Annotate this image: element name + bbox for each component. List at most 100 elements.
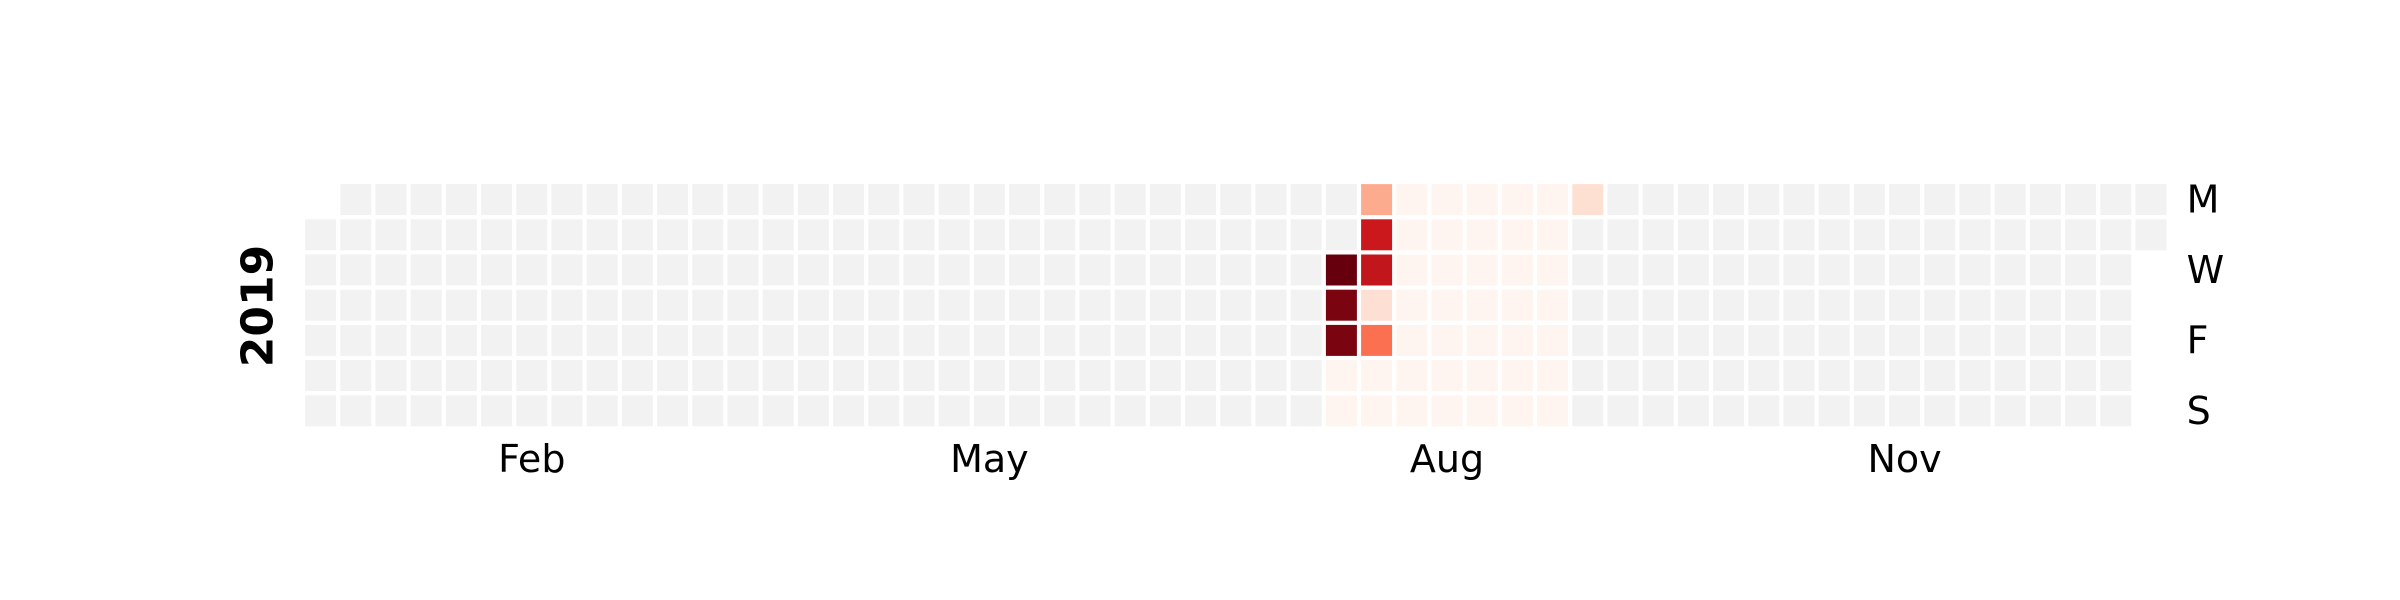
day-cell (1642, 289, 1674, 321)
day-cell (1642, 184, 1674, 216)
day-cell (868, 219, 900, 251)
day-cell (1255, 360, 1287, 392)
day-cell (1466, 184, 1498, 216)
day-cell (1396, 289, 1428, 321)
day-cell (305, 360, 337, 392)
day-cell (903, 254, 935, 286)
day-cell (1325, 360, 1357, 392)
day-cell (1290, 360, 1322, 392)
day-cell (727, 254, 759, 286)
day-cell (410, 219, 442, 251)
day-cell (2065, 219, 2097, 251)
day-cell (938, 219, 970, 251)
day-cell (1361, 219, 1393, 251)
day-cell (1431, 395, 1463, 427)
day-cell (903, 219, 935, 251)
day-cell (1818, 184, 1850, 216)
day-cell (410, 360, 442, 392)
day-cell (1009, 219, 1041, 251)
day-cell (551, 324, 583, 356)
day-cell (1290, 219, 1322, 251)
day-cell (797, 395, 829, 427)
day-cell (516, 254, 548, 286)
day-cell (1994, 289, 2026, 321)
day-cell (2029, 324, 2061, 356)
day-cell (1114, 395, 1146, 427)
day-cell (1220, 184, 1252, 216)
day-cell (903, 289, 935, 321)
day-cell (340, 324, 372, 356)
day-cell (1079, 184, 1111, 216)
day-cell (1818, 324, 1850, 356)
day-cell (586, 184, 618, 216)
day-cell (692, 395, 724, 427)
day-cell (445, 360, 477, 392)
day-cell (762, 324, 794, 356)
day-cell (692, 219, 724, 251)
day-cell (375, 360, 407, 392)
day-cell (1149, 184, 1181, 216)
day-cell (1853, 219, 1885, 251)
month-label-nov: Nov (1868, 437, 1942, 481)
day-cell (551, 289, 583, 321)
month-label-feb: Feb (498, 437, 565, 481)
day-cell (727, 360, 759, 392)
day-cell (1607, 289, 1639, 321)
day-cell (1149, 289, 1181, 321)
day-cell (340, 360, 372, 392)
day-cell (1713, 219, 1745, 251)
day-cell (410, 289, 442, 321)
day-cell (1889, 395, 1921, 427)
day-cell (1889, 254, 1921, 286)
day-cell (1044, 289, 1076, 321)
day-cell (1009, 395, 1041, 427)
day-cell (2065, 289, 2097, 321)
day-cell (1220, 254, 1252, 286)
day-cell (868, 289, 900, 321)
day-cell (1009, 289, 1041, 321)
day-cell (2065, 184, 2097, 216)
weekday-label-f: F (2187, 318, 2209, 362)
day-cell (1220, 289, 1252, 321)
day-cell (340, 184, 372, 216)
day-cell (1009, 324, 1041, 356)
day-cell (727, 219, 759, 251)
day-cell (551, 254, 583, 286)
day-cell (1325, 289, 1357, 321)
day-cell (1185, 184, 1217, 216)
day-cell (1572, 184, 1604, 216)
day-cell (692, 254, 724, 286)
day-cell (1114, 360, 1146, 392)
day-cell (1607, 395, 1639, 427)
day-cell (868, 395, 900, 427)
day-cell (1466, 219, 1498, 251)
day-cell (551, 395, 583, 427)
day-cell (938, 289, 970, 321)
day-cell (2100, 395, 2132, 427)
day-cell (586, 324, 618, 356)
weekday-label-m: M (2187, 178, 2220, 222)
day-cell (1994, 184, 2026, 216)
day-cell (657, 289, 689, 321)
day-cell (1466, 289, 1498, 321)
day-cell (1431, 324, 1463, 356)
day-cell (903, 184, 935, 216)
day-cell (762, 184, 794, 216)
day-cell (762, 360, 794, 392)
day-cell (2100, 289, 2132, 321)
day-cell (1009, 184, 1041, 216)
day-cell (1607, 360, 1639, 392)
day-cell (2029, 219, 2061, 251)
day-cell (1818, 254, 1850, 286)
day-cell (1748, 289, 1780, 321)
day-cell (1713, 360, 1745, 392)
day-cell (1889, 324, 1921, 356)
day-cell (1431, 289, 1463, 321)
day-cell (1572, 395, 1604, 427)
day-cell (1677, 254, 1709, 286)
day-cell (445, 219, 477, 251)
day-cell (1396, 360, 1428, 392)
day-cell (1924, 395, 1956, 427)
day-cell (657, 324, 689, 356)
